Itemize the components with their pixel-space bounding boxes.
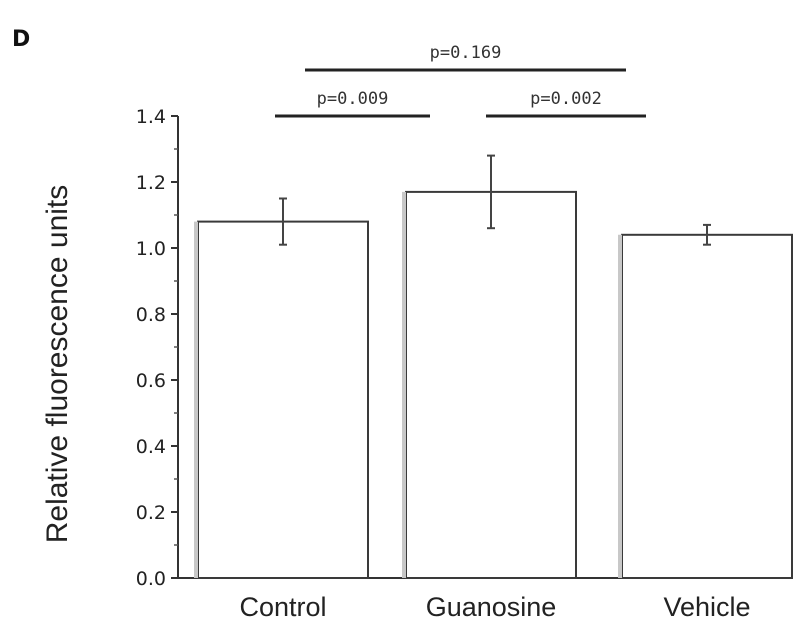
category-label: Vehicle [663,592,750,622]
bar [198,222,368,578]
y-tick-label: 0.8 [136,304,166,326]
y-tick-label: 0.2 [136,502,166,524]
plot-area: 0.0 0.2 0.4 0.6 0.8 1.0 1.2 1.4 Control Guanosine… [136,43,792,622]
y-tick-label: 0.0 [136,568,166,590]
p-value-label: p=0.002 [530,89,602,109]
p-value-label: p=0.169 [430,43,502,63]
y-tick-label: 1.2 [136,172,166,194]
bar [622,235,792,578]
p-value-label: p=0.009 [317,89,389,109]
category-label: Guanosine [426,592,557,622]
category-label: Control [239,592,326,622]
bar [406,192,576,578]
y-tick-label: 1.0 [136,238,166,260]
panel-label: D [12,27,30,52]
y-tick-label: 0.6 [136,370,166,392]
y-axis-title: Relative fluorescence units [41,185,74,544]
y-tick-label: 1.4 [136,106,166,128]
y-tick-label: 0.4 [136,436,166,458]
